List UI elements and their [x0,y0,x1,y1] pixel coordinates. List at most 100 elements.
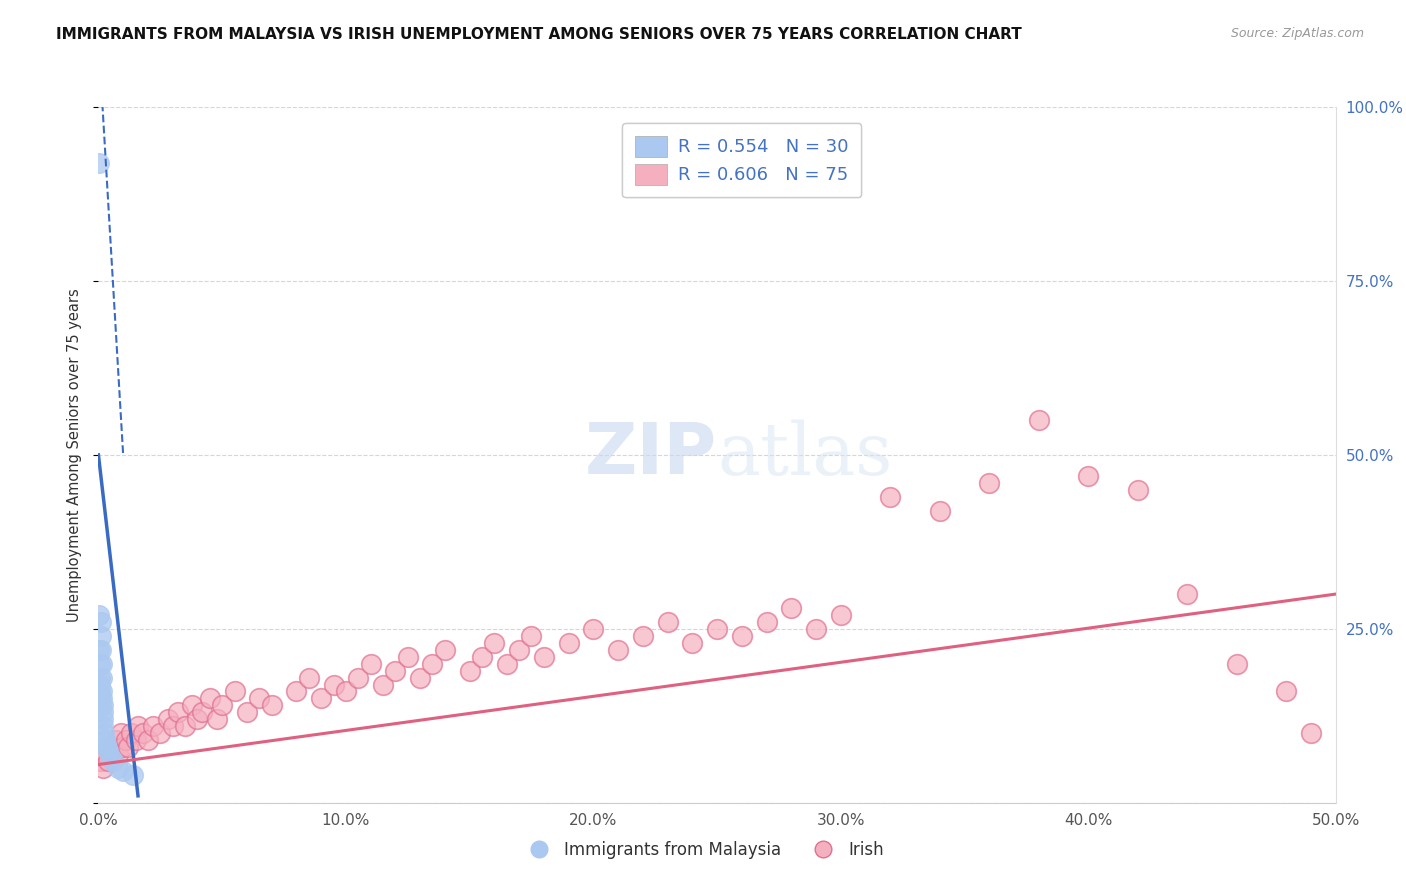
Point [1226,657,1249,671]
Point [484,636,506,650]
Point [681,636,703,650]
Point [371,677,394,691]
Point [91,684,114,698]
Point [755,615,778,629]
Point [260,698,283,713]
Point [879,490,901,504]
Point [780,601,803,615]
Point [93,733,115,747]
Point [136,733,159,747]
Point [120,726,142,740]
Point [309,691,332,706]
Point [1299,726,1322,740]
Point [94,737,117,751]
Text: IMMIGRANTS FROM MALAYSIA VS IRISH UNEMPLOYMENT AMONG SENIORS OVER 75 YEARS CORRE: IMMIGRANTS FROM MALAYSIA VS IRISH UNEMPL… [56,27,1022,42]
Point [205,712,228,726]
Text: Source: ZipAtlas.com: Source: ZipAtlas.com [1230,27,1364,40]
Point [97,744,120,758]
Point [107,761,129,775]
Point [112,740,135,755]
Point [90,698,112,713]
Point [93,761,115,775]
Point [100,750,122,764]
Point [396,649,419,664]
Point [91,691,114,706]
Point [127,719,149,733]
Point [89,671,111,685]
Point [495,657,517,671]
Point [156,712,179,726]
Point [508,642,530,657]
Point [520,629,543,643]
Point [285,684,308,698]
Point [174,719,197,733]
Point [90,629,112,643]
Point [91,698,114,713]
Point [384,664,406,678]
Point [94,740,117,755]
Point [103,754,125,768]
Point [409,671,432,685]
Point [91,706,114,720]
Point [124,733,146,747]
Point [422,657,444,671]
Point [198,691,221,706]
Point [631,629,654,643]
Point [335,684,357,698]
Point [117,740,139,755]
Text: ZIP: ZIP [585,420,717,490]
Point [928,503,950,517]
Point [979,475,1001,490]
Point [93,712,115,726]
Point [347,671,370,685]
Point [132,726,155,740]
Point [142,719,165,733]
Point [87,155,110,169]
Point [298,671,321,685]
Point [360,657,382,671]
Point [804,622,827,636]
Point [90,657,112,671]
Point [112,764,135,779]
Point [471,649,494,664]
Point [1028,413,1050,427]
Point [93,726,115,740]
Point [1175,587,1198,601]
Legend: Immigrants from Malaysia, Irish: Immigrants from Malaysia, Irish [516,835,890,866]
Point [89,657,111,671]
Point [1275,684,1298,698]
Point [607,642,630,657]
Point [100,740,122,755]
Point [104,733,127,747]
Point [97,754,120,768]
Point [224,684,246,698]
Point [706,622,728,636]
Point [533,649,555,664]
Point [162,719,184,733]
Point [110,726,132,740]
Point [90,642,112,657]
Point [149,726,172,740]
Point [89,684,111,698]
Point [1126,483,1149,497]
Y-axis label: Unemployment Among Seniors over 75 years: Unemployment Among Seniors over 75 years [67,288,83,622]
Point [89,642,111,657]
Point [236,706,259,720]
Point [103,747,125,761]
Point [1077,468,1099,483]
Text: atlas: atlas [717,419,893,491]
Point [93,719,115,733]
Point [458,664,481,678]
Point [582,622,605,636]
Point [186,712,208,726]
Point [90,615,112,629]
Point [114,733,136,747]
Point [433,642,456,657]
Legend: R = 0.554   N = 30, R = 0.606   N = 75: R = 0.554 N = 30, R = 0.606 N = 75 [623,123,862,197]
Point [731,629,754,643]
Point [90,754,112,768]
Point [322,677,344,691]
Point [657,615,679,629]
Point [557,636,579,650]
Point [94,747,117,761]
